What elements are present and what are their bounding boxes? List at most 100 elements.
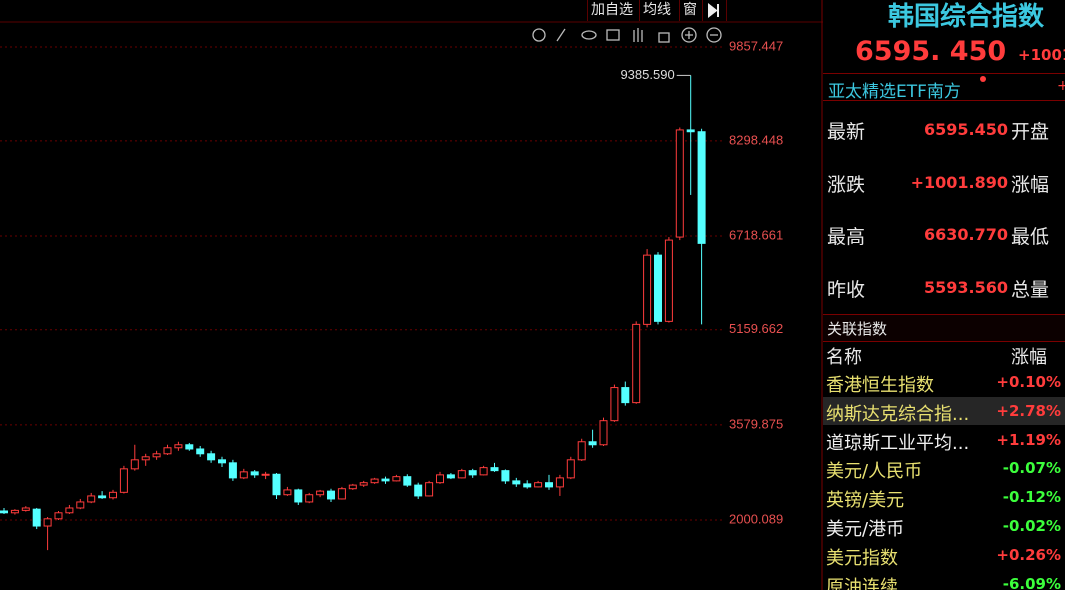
candle-body [327, 490, 335, 500]
zoom-in-icon[interactable] [681, 27, 697, 43]
candle-body [152, 453, 161, 458]
y-tick-label: 6718.661 [729, 227, 783, 242]
max-label: 9385.590 [620, 67, 674, 82]
related-change: +2.78% [996, 401, 1061, 420]
candle-body [534, 482, 543, 488]
candle-body [392, 476, 401, 482]
draw-icon[interactable] [556, 28, 566, 42]
toolbar-button[interactable]: 窗 [679, 0, 700, 21]
tool-icons [532, 27, 722, 43]
candle-body [654, 254, 662, 322]
candle-body [98, 495, 107, 499]
hand-icon[interactable] [633, 28, 643, 42]
fund-link[interactable]: 亚太精选ETF南方 [828, 82, 961, 102]
quote-value: 6595.450 [923, 120, 1008, 139]
candle-body [337, 488, 346, 500]
candle-body [174, 444, 183, 449]
related-name: 英镑/美元 [826, 490, 905, 512]
quote-value: 6630.770 [923, 225, 1008, 244]
toolbar-button[interactable]: 加自选 [587, 0, 636, 21]
related-change: +0.10% [996, 373, 1061, 391]
related-name: 道琼斯工业平均... [826, 432, 970, 454]
candle-body [370, 478, 379, 484]
quote-label: 最高 [827, 226, 866, 248]
fund-dot [980, 76, 986, 82]
candle-body [109, 491, 117, 499]
candle-body [436, 474, 444, 484]
candle-body [577, 441, 586, 461]
related-row[interactable]: 美元指数 +0.26% [823, 541, 1065, 569]
quote-value: 5593.560 [923, 277, 1008, 297]
panel-change: +1001 [1018, 46, 1065, 64]
related-name: 美元指数 [826, 547, 898, 569]
related-row[interactable]: 道琼斯工业平均... +1.19% [823, 426, 1065, 454]
related-header-name: 名称 [826, 347, 862, 368]
related-name: 香港恒生指数 [826, 375, 934, 396]
related-row[interactable]: 纳斯达克综合指... +2.78% [823, 396, 1065, 425]
quote-next-label: 总量 [1011, 278, 1050, 301]
candle-body [588, 441, 597, 446]
related-row[interactable]: 原油连续 -6.09% [823, 570, 1065, 590]
settings-icon[interactable] [532, 28, 546, 42]
quote-next-label: 涨幅 [1011, 173, 1050, 196]
related-change: -0.07% [1002, 459, 1061, 478]
candle-body [316, 490, 325, 496]
candle-body [305, 494, 314, 503]
candle-body [697, 131, 706, 244]
toggle-icon [708, 2, 719, 19]
candle-body [632, 323, 641, 404]
candle-body [43, 518, 52, 527]
panel-price: 6595. 450 [855, 36, 1007, 67]
candle-body [643, 254, 652, 325]
y-tick-label: 3579.875 [729, 416, 783, 431]
gift-icon[interactable] [606, 29, 620, 41]
candle-body [283, 489, 292, 496]
related-name: 美元/人民币 [826, 461, 923, 483]
y-tick-label: 5159.662 [729, 321, 783, 336]
related-row[interactable]: 英镑/美元 -0.12% [823, 483, 1065, 511]
zoom-out-icon[interactable] [706, 27, 722, 43]
y-tick-label: 9857.447 [729, 38, 783, 53]
toolbar-toggle[interactable] [702, 0, 727, 21]
related-row[interactable]: 美元/人民币 -0.07% [823, 454, 1065, 482]
related-row[interactable]: 香港恒生指数 +0.10% [823, 368, 1065, 396]
candle-body [599, 420, 608, 446]
quote-next-label: 最低 [1011, 226, 1050, 248]
related-name: 原油连续 [826, 576, 898, 590]
zoom-in-plus [685, 31, 693, 39]
candle-body [545, 482, 553, 488]
candle-body [207, 453, 216, 461]
candle-body [523, 483, 532, 488]
candle-body [675, 129, 684, 238]
quote-label: 昨收 [827, 278, 866, 301]
related-title: 关联指数 [827, 320, 888, 338]
fund-bar [823, 73, 1065, 101]
candle-body [272, 473, 281, 496]
related-change: -0.02% [1002, 517, 1061, 535]
related-change: +0.26% [996, 545, 1061, 564]
lock-icon[interactable] [658, 32, 670, 43]
candle-body [185, 444, 194, 450]
eye-icon[interactable] [581, 30, 597, 40]
candle-body [381, 478, 390, 482]
quote-label: 最新 [827, 121, 866, 143]
candle-body [610, 387, 619, 422]
related-row[interactable]: 美元/港币 -0.02% [823, 512, 1065, 540]
y-tick-label: 8298.448 [729, 132, 783, 147]
candle-body [512, 480, 521, 485]
candle-body [501, 470, 510, 482]
related-change: -6.09% [1002, 574, 1061, 590]
candle-body [0, 510, 8, 514]
related-header-change: 涨幅 [1011, 347, 1047, 368]
quote-value: +1001.890 [910, 172, 1008, 192]
toolbar-button[interactable]: 均线 [639, 0, 674, 21]
candle-body [359, 482, 368, 486]
candle-body [65, 507, 74, 514]
candle-body [10, 509, 19, 514]
candle-body [403, 476, 412, 486]
candle-body [348, 484, 357, 490]
candle-body [446, 474, 455, 479]
candle-body [664, 239, 673, 322]
candle-body [555, 477, 564, 488]
